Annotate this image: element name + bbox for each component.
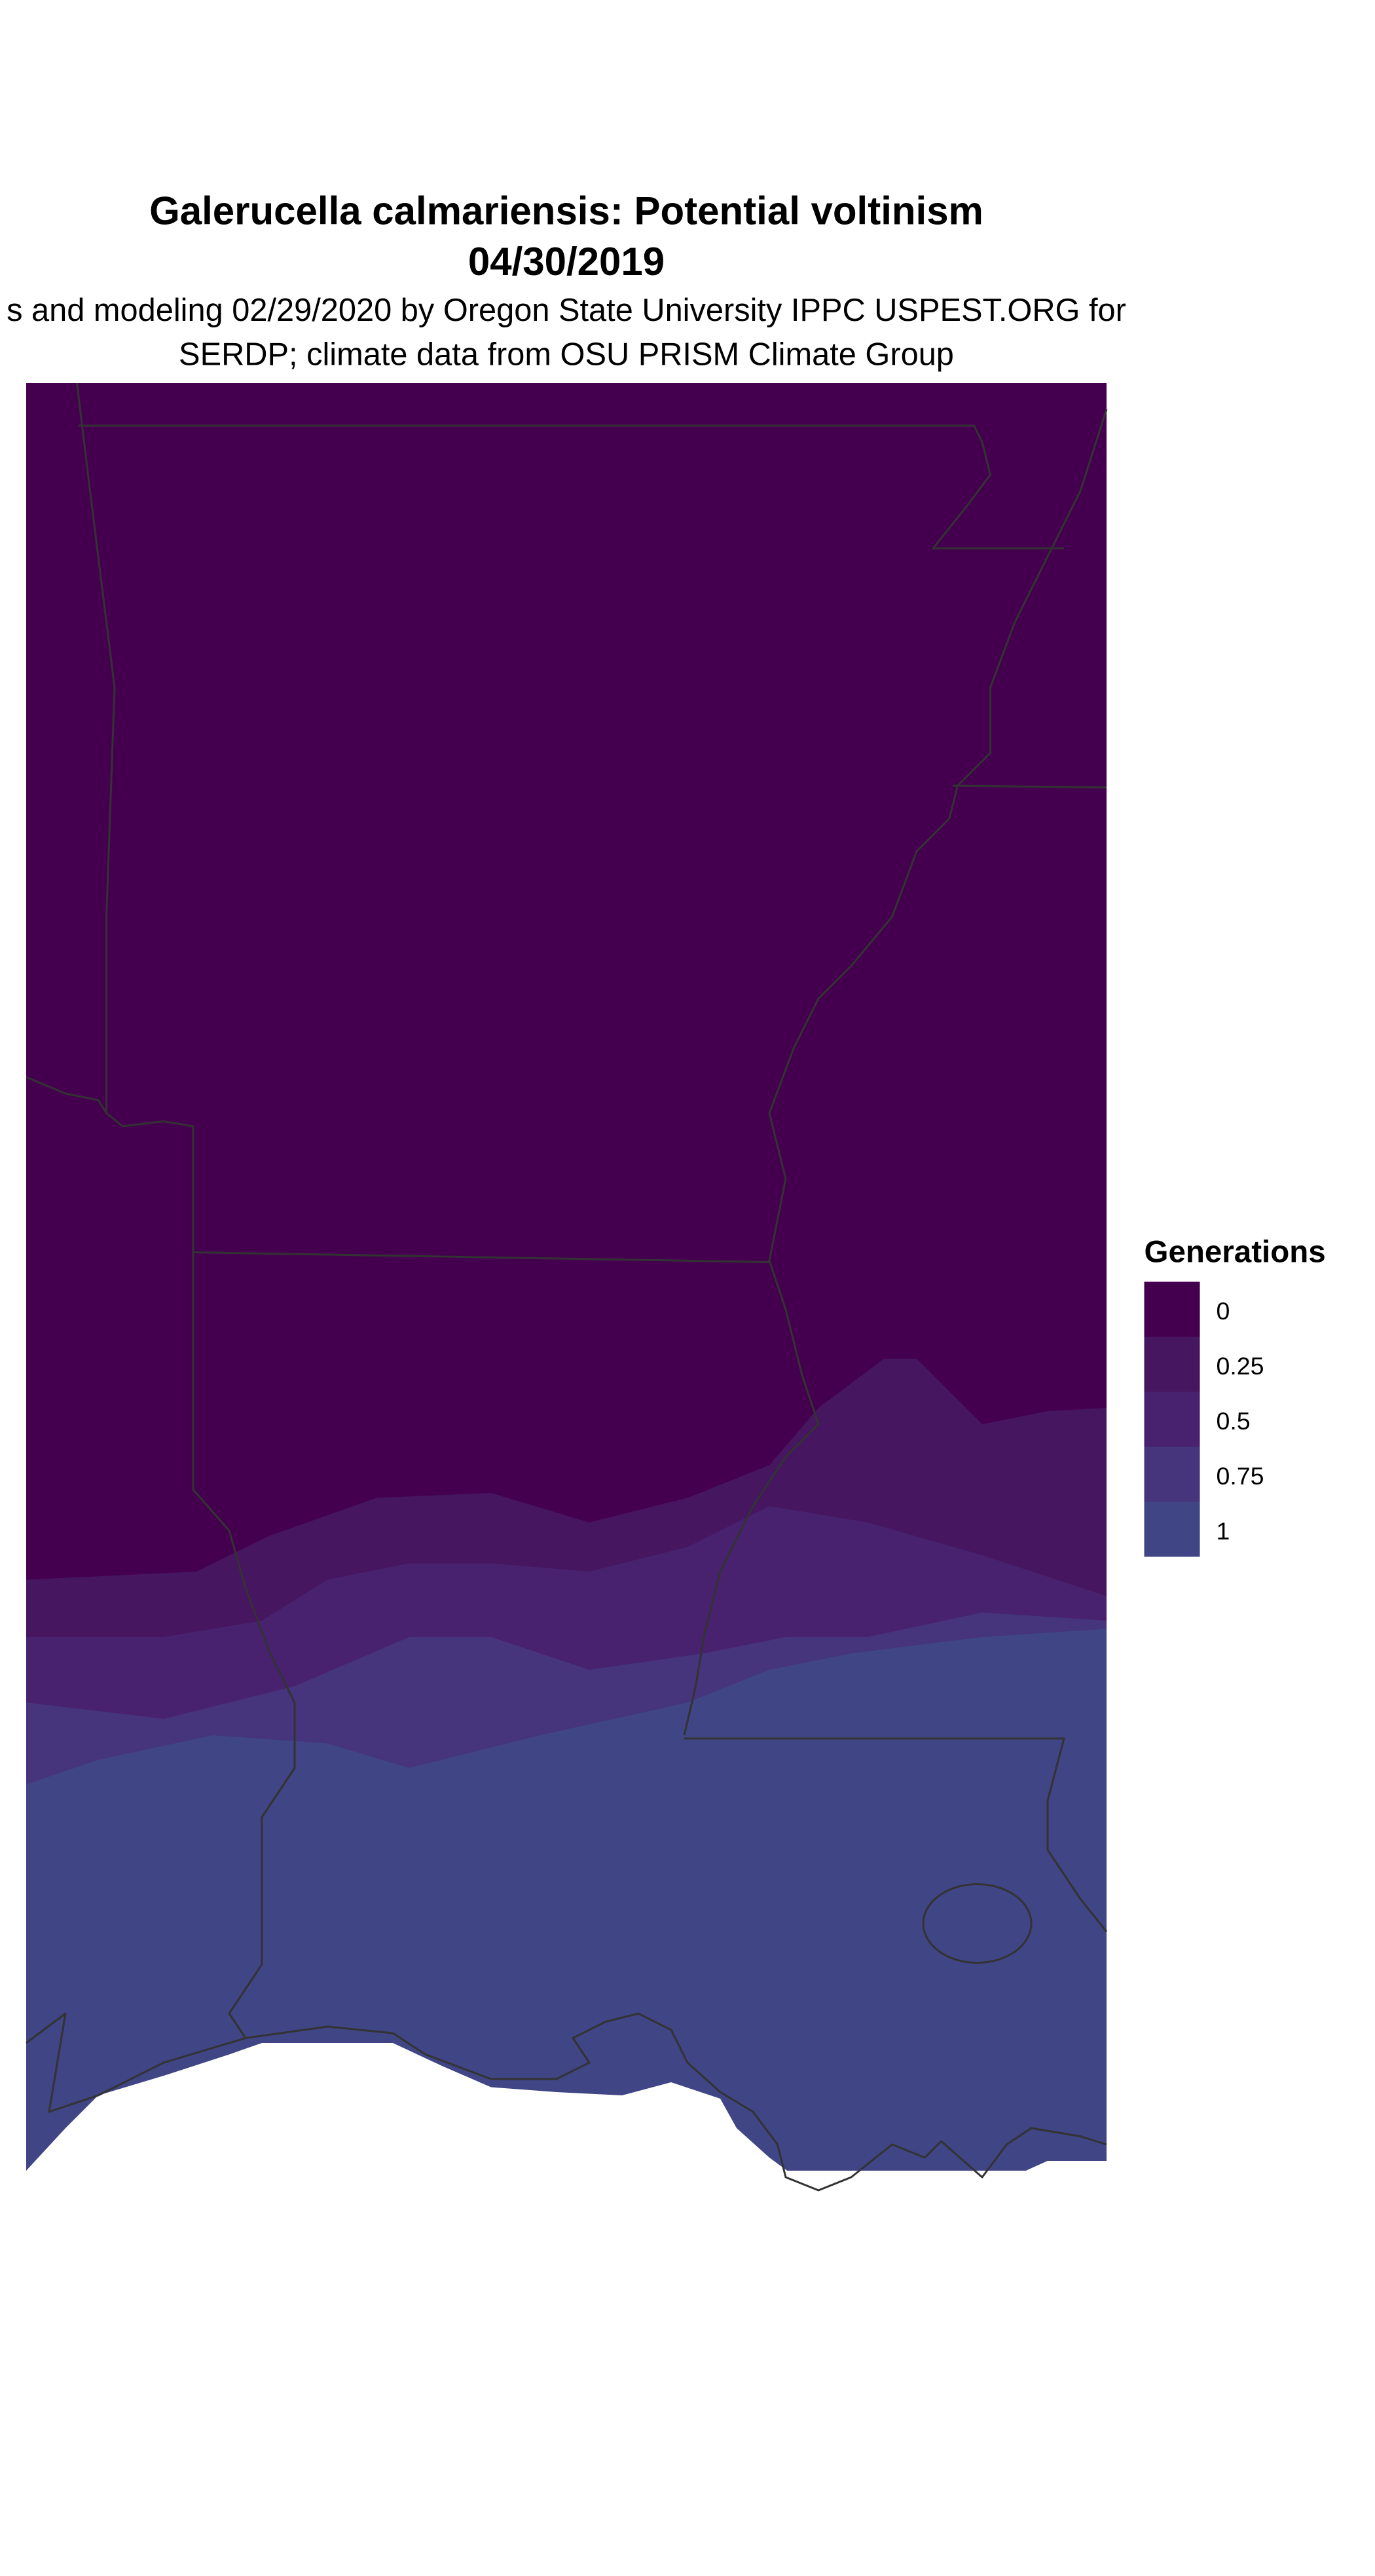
legend-label: 1 bbox=[1217, 1517, 1230, 1545]
map-title: Galerucella calmariensis: Potential volt… bbox=[149, 189, 983, 233]
band-1 bbox=[26, 1628, 1107, 2171]
map-subtitle-line2: SERDP; climate data from OSU PRISM Clima… bbox=[179, 337, 954, 373]
legend-swatch bbox=[1144, 1391, 1200, 1447]
legend: Generations 0 0.25 0.5 0.75 1 bbox=[1144, 1235, 1326, 1557]
border-west bbox=[76, 382, 296, 2039]
mississippi-river bbox=[683, 409, 1108, 1736]
map-date: 04/30/2019 bbox=[468, 240, 665, 284]
lake-pontchartrain bbox=[922, 1883, 1033, 1964]
legend-label: 0 bbox=[1217, 1297, 1230, 1325]
coastline bbox=[26, 2012, 1107, 2192]
border-ar-la bbox=[192, 1251, 770, 1263]
border-red-river bbox=[26, 1076, 107, 1114]
legend-label: 0.75 bbox=[1217, 1462, 1264, 1490]
voltinism-map bbox=[0, 382, 1375, 2576]
legend-swatch bbox=[1144, 1501, 1200, 1557]
border-tn-ms bbox=[952, 784, 1107, 788]
map-subtitle-line1: s and modeling 02/29/2020 by Oregon Stat… bbox=[7, 293, 1126, 328]
legend-swatch bbox=[1144, 1446, 1200, 1502]
legend-swatch bbox=[1144, 1281, 1200, 1337]
legend-label: 0.5 bbox=[1217, 1407, 1251, 1435]
border-mo-ar bbox=[79, 424, 1064, 550]
state-borders bbox=[26, 382, 1108, 2192]
legend-label: 0.25 bbox=[1217, 1352, 1264, 1380]
legend-swatch bbox=[1144, 1336, 1200, 1392]
legend-title: Generations bbox=[1145, 1235, 1326, 1270]
border-la-ms bbox=[684, 1737, 1108, 1932]
